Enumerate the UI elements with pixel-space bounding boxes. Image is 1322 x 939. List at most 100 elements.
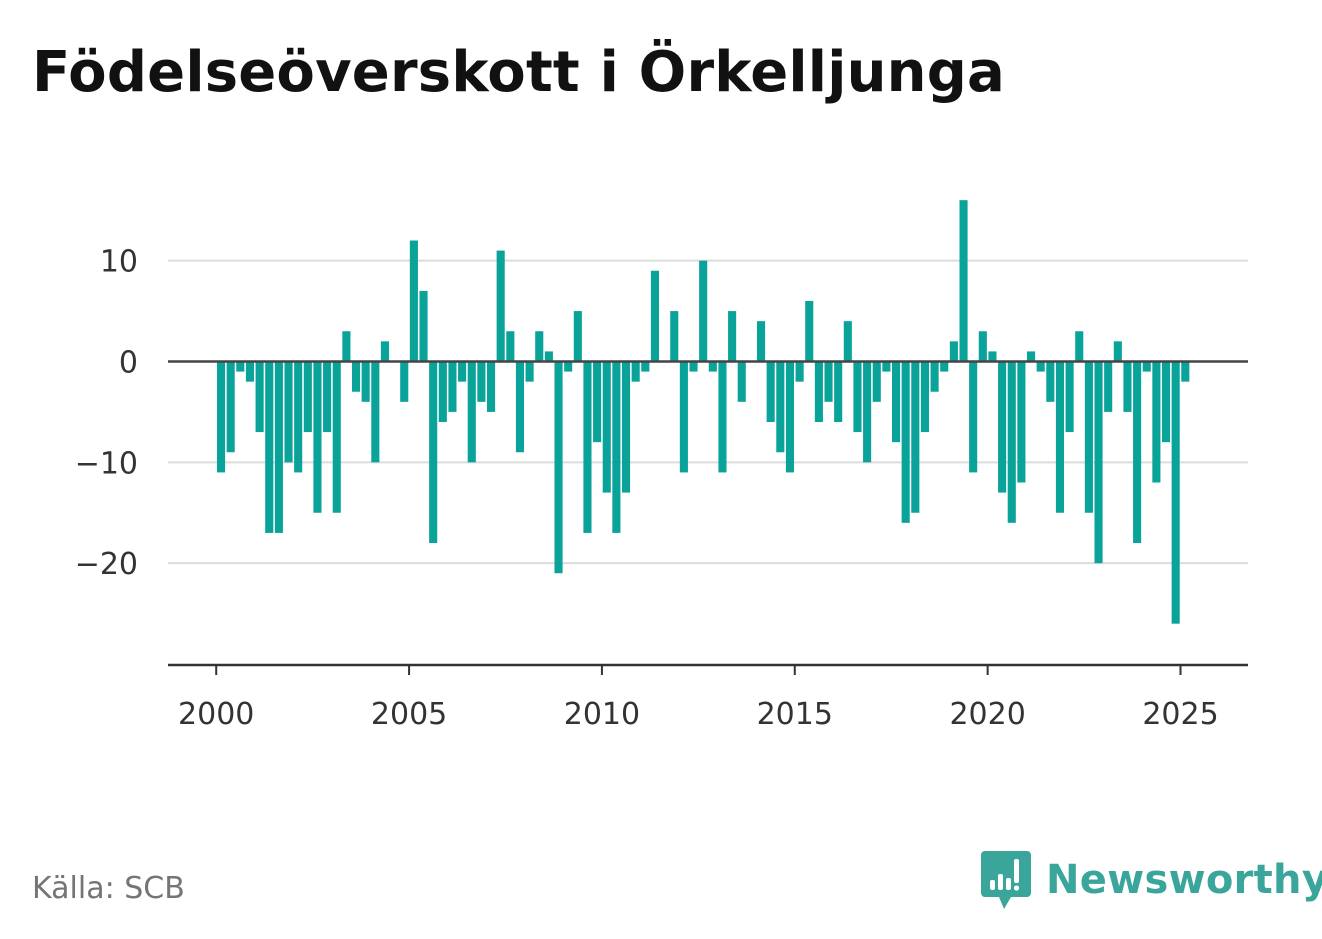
bar: [226, 361, 235, 453]
bar: [284, 361, 293, 463]
bar: [371, 361, 380, 463]
y-tick-label: −20: [75, 547, 138, 582]
bar: [515, 361, 525, 453]
bar: [621, 361, 631, 493]
bar: [834, 361, 843, 422]
brand[interactable]: Newsworthy: [980, 848, 1322, 912]
bar: [679, 361, 688, 473]
bar: [612, 361, 621, 533]
bar: [400, 361, 409, 402]
chart-title: Födelseöverskott i Örkelljunga: [32, 40, 1006, 105]
bar: [891, 361, 901, 443]
bar: [670, 311, 679, 362]
bar: [1075, 331, 1084, 362]
x-tick-label: 2010: [564, 697, 640, 732]
bar: [1113, 341, 1122, 362]
bar: [998, 361, 1007, 493]
bar: [940, 361, 949, 372]
x-tick-label: 2020: [949, 697, 1025, 732]
bar: [458, 361, 467, 382]
bar: [245, 361, 255, 382]
bar: [1133, 361, 1142, 543]
bar: [265, 361, 274, 533]
bar: [959, 200, 968, 362]
brand-name: Newsworthy: [1046, 857, 1322, 903]
bar: [429, 361, 438, 543]
bar: [978, 331, 987, 362]
bar: [641, 361, 650, 372]
bar: [361, 361, 370, 402]
bar-series: [216, 200, 1190, 624]
bar: [853, 361, 862, 433]
bar: [920, 361, 930, 433]
bar: [872, 361, 881, 402]
bar: [1094, 361, 1103, 564]
bar: [351, 361, 361, 392]
bar: [1065, 361, 1074, 433]
bar: [1046, 361, 1055, 402]
bar: [650, 270, 660, 362]
x-tick-label: 2000: [178, 697, 254, 732]
bar: [583, 361, 592, 533]
bar: [969, 361, 978, 473]
bar: [593, 361, 602, 443]
bar: [1142, 361, 1151, 372]
bar: [419, 290, 428, 362]
bar: [949, 341, 958, 362]
bar: [544, 351, 553, 362]
bar: [506, 331, 515, 362]
bar: [409, 240, 418, 362]
bar: [930, 361, 939, 392]
bar: [718, 361, 727, 473]
bar: [795, 361, 804, 382]
bar: [332, 361, 341, 513]
bar: [863, 361, 872, 463]
y-axis-tick-labels: 10 0 −10 −20: [75, 245, 138, 583]
bar: [766, 361, 775, 422]
source-label: Källa: SCB: [32, 871, 185, 906]
bar: [631, 361, 640, 382]
bar: [303, 361, 312, 433]
bar: [824, 361, 833, 402]
bar: [911, 361, 920, 513]
bar: [496, 250, 505, 362]
x-axis: [168, 663, 1248, 675]
bar: [1123, 361, 1132, 412]
bar: [1017, 361, 1026, 483]
bar: [573, 311, 582, 362]
bar: [785, 361, 795, 473]
bar: [294, 361, 303, 473]
bar: [313, 361, 322, 513]
bar: [1026, 351, 1036, 362]
bar: [438, 361, 447, 422]
bar: [805, 301, 814, 362]
bar: [486, 361, 496, 412]
bar: [467, 361, 476, 463]
bar: [728, 311, 737, 362]
bar: [380, 341, 390, 362]
bar: [1152, 361, 1161, 483]
bar: [1171, 361, 1180, 624]
bar: [323, 361, 332, 433]
bar: [342, 331, 351, 362]
bar: [901, 361, 910, 523]
bar: [274, 361, 283, 533]
bar: [776, 361, 785, 453]
y-tick-label: 0: [119, 346, 138, 381]
bar: [1055, 361, 1065, 513]
y-tick-label: −10: [75, 446, 138, 481]
bar: [988, 351, 997, 362]
bar: [1161, 361, 1171, 443]
x-tick-label: 2015: [757, 697, 833, 732]
bar: [1084, 361, 1093, 513]
bar: [699, 260, 708, 362]
newsworthy-logo-icon: [981, 851, 1031, 909]
bar: [882, 361, 891, 372]
bar: [689, 361, 698, 372]
bar: [554, 361, 563, 574]
grid-lines: [168, 259, 1248, 565]
bar: [216, 361, 226, 473]
bar: [525, 361, 534, 382]
bar: [236, 361, 245, 372]
